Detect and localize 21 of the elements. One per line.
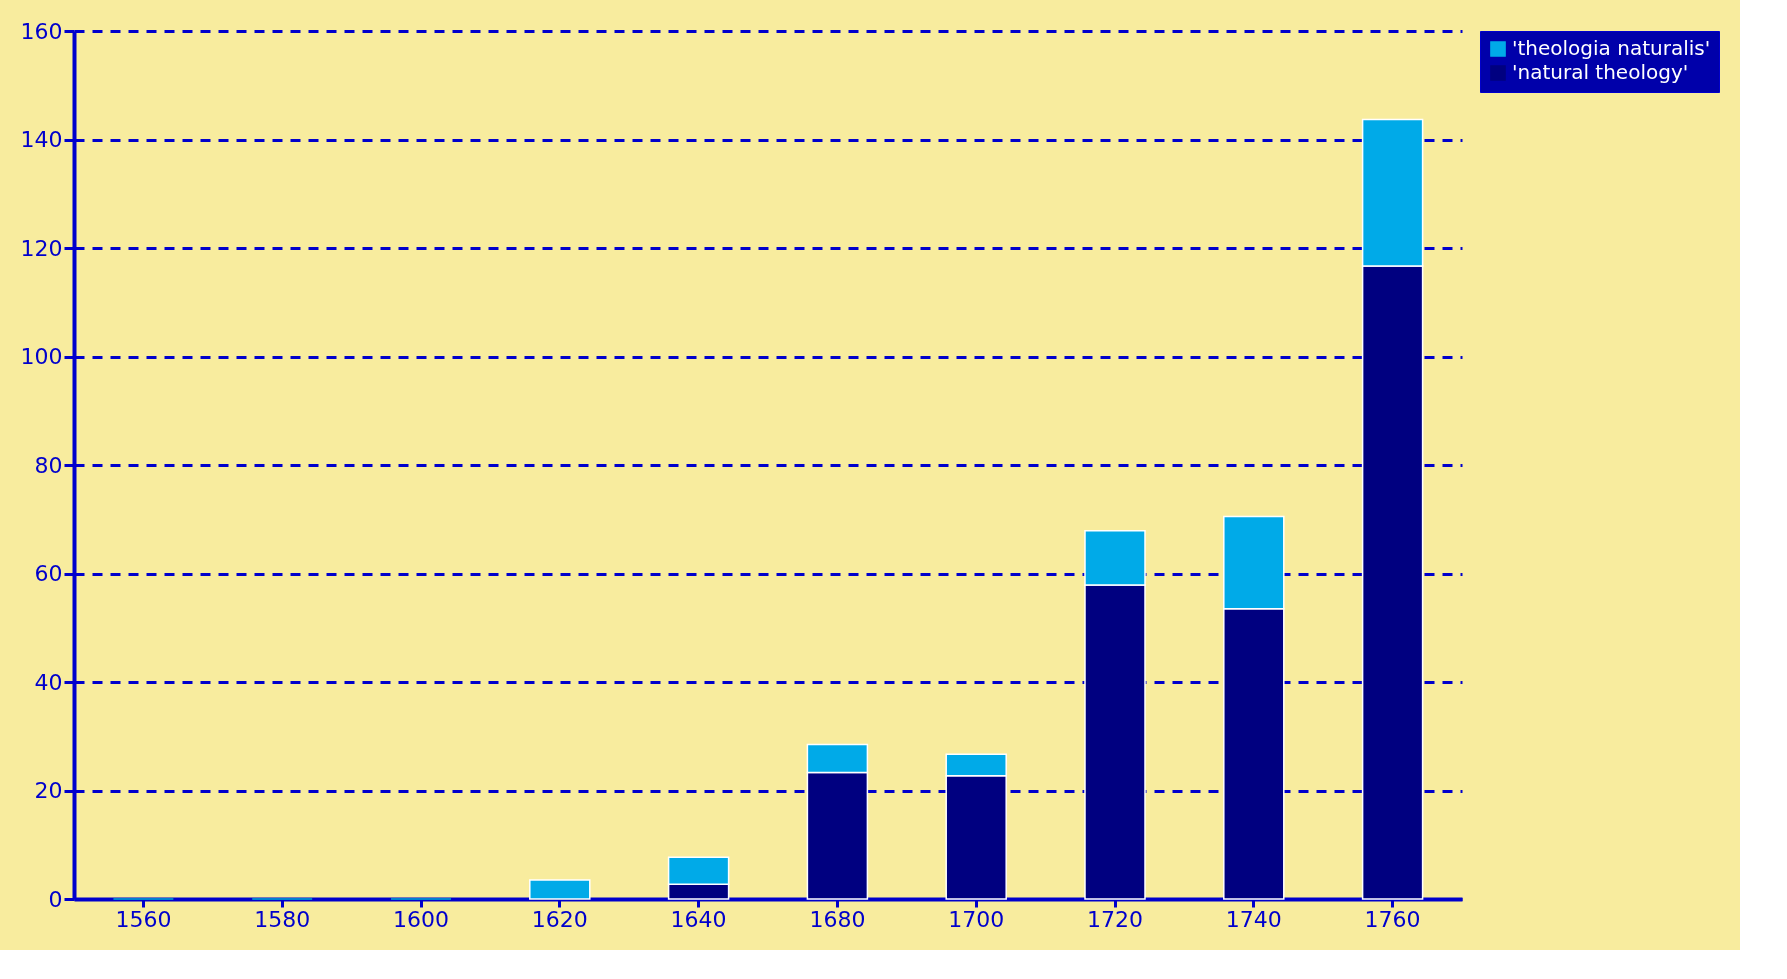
x-tick-label: 1580 <box>254 906 311 932</box>
x-tick-label: 1680 <box>809 906 866 932</box>
y-tick-label: 160 <box>20 18 63 44</box>
y-tick-label: 0 <box>48 886 63 912</box>
y-tick-label: 20 <box>34 778 63 803</box>
y-tick-label: 80 <box>34 452 63 478</box>
y-tick-label: 140 <box>20 127 63 152</box>
x-tick-label: 1740 <box>1225 906 1282 932</box>
x-tick-label: 1600 <box>393 906 449 932</box>
y-tick-label: 40 <box>34 669 63 695</box>
x-tick-label: 1560 <box>115 906 172 932</box>
x-tick-label: 1620 <box>531 906 588 932</box>
legend-label: 'theologia naturalis' <box>1512 36 1711 60</box>
y-tick-label: 100 <box>20 344 63 369</box>
x-tick-label: 1700 <box>948 906 1005 932</box>
y-tick-label: 120 <box>20 235 63 261</box>
y-tick-label: 60 <box>34 561 63 586</box>
legend-label: 'natural theology' <box>1512 60 1689 84</box>
x-tick-label: 1760 <box>1364 906 1421 932</box>
x-tick-label: 1720 <box>1087 906 1143 932</box>
x-tick-label: 1640 <box>670 906 727 932</box>
